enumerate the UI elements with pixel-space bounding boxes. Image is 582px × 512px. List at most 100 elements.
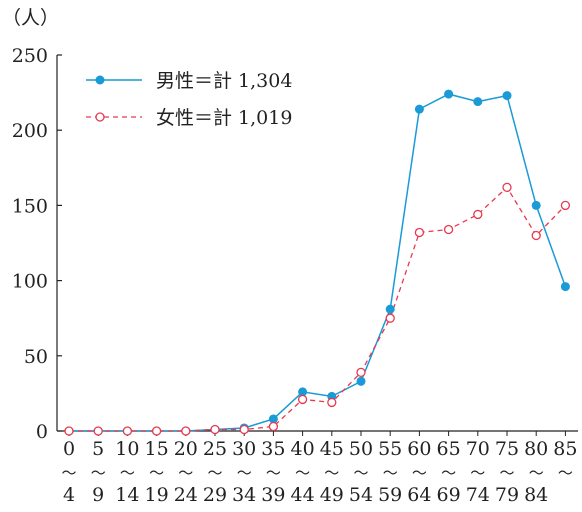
x-tick-label: 29 xyxy=(203,484,227,506)
x-tick-label: 14 xyxy=(115,484,139,506)
x-tick-separator: 〜 xyxy=(470,464,485,482)
series-line-female xyxy=(69,186,566,432)
data-point-male xyxy=(502,91,512,101)
x-tick-label: 79 xyxy=(495,484,519,506)
series-line-male xyxy=(69,93,567,432)
y-tick-label: 0 xyxy=(36,421,48,443)
data-point-female xyxy=(414,227,425,238)
data-point-female xyxy=(297,394,308,405)
x-tick-label: 15 xyxy=(145,438,169,460)
x-tick-label: 65 xyxy=(437,438,461,460)
data-point-female xyxy=(268,421,279,432)
x-tick-label: 20 xyxy=(174,438,198,460)
data-point-female xyxy=(443,224,454,235)
y-tick-label: 150 xyxy=(12,195,48,217)
x-tick-separator: 〜 xyxy=(383,464,398,482)
data-point-female xyxy=(356,367,366,377)
x-tick-separator: 〜 xyxy=(61,464,76,482)
x-tick-label: 50 xyxy=(349,438,373,460)
x-tick-label: 19 xyxy=(145,484,169,506)
data-point-female xyxy=(151,426,162,436)
legend-male-marker xyxy=(95,75,105,85)
x-tick-label: 49 xyxy=(320,484,344,506)
x-tick-label: 0 xyxy=(63,438,75,460)
data-point-female xyxy=(239,424,249,435)
x-tick-label: 35 xyxy=(261,438,285,460)
x-tick-label: 60 xyxy=(407,438,431,460)
x-tick-label: 54 xyxy=(349,484,373,506)
x-tick-separator: 〜 xyxy=(149,464,164,482)
x-tick-label: 10 xyxy=(115,438,139,460)
legend-male-label: 男性＝計 1,304 xyxy=(156,70,292,92)
x-tick-label: 80 xyxy=(524,438,548,460)
data-point-female xyxy=(327,397,337,408)
data-point-female xyxy=(531,230,541,241)
x-tick-label: 85 xyxy=(553,438,577,460)
x-tick-separator: 〜 xyxy=(353,464,368,482)
x-tick-label: 84 xyxy=(524,484,548,506)
y-tick-label: 50 xyxy=(24,346,48,368)
data-point-male xyxy=(298,387,308,397)
legend-entry-male: 男性＝計 1,304 xyxy=(86,70,292,92)
data-point-female xyxy=(385,313,395,323)
x-tick-separator: 〜 xyxy=(441,464,456,482)
data-point-male xyxy=(356,376,366,386)
x-tick-separator: 〜 xyxy=(558,464,573,482)
legend: 男性＝計 1,304 女性＝計 1,019 xyxy=(86,70,292,129)
data-point-female xyxy=(122,426,133,436)
x-tick-separator: 〜 xyxy=(324,464,339,482)
x-ticks: 0〜45〜910〜1415〜1920〜2425〜2930〜3435〜3940〜4… xyxy=(61,431,577,506)
data-point-male xyxy=(414,104,424,114)
x-tick-label: 55 xyxy=(378,438,402,460)
x-tick-label: 64 xyxy=(407,484,431,506)
data-point-female xyxy=(560,200,571,211)
y-tick-label: 250 xyxy=(12,45,48,67)
x-tick-separator: 〜 xyxy=(237,464,252,482)
x-tick-separator: 〜 xyxy=(412,464,427,482)
x-tick-separator: 〜 xyxy=(207,464,222,482)
x-tick-label: 25 xyxy=(203,438,227,460)
data-point-male xyxy=(385,304,395,314)
y-tick-label: 100 xyxy=(12,271,48,293)
data-point-female xyxy=(210,424,220,435)
x-tick-separator: 〜 xyxy=(499,464,514,482)
y-ticks: 0 50 100 150 200 250 xyxy=(12,45,62,443)
x-tick-label: 34 xyxy=(232,484,256,506)
data-point-female xyxy=(473,209,483,220)
x-tick-separator: 〜 xyxy=(529,464,544,482)
x-tick-label: 4 xyxy=(63,484,75,506)
x-tick-label: 9 xyxy=(92,484,104,506)
x-tick-label: 24 xyxy=(174,484,198,506)
data-point-male xyxy=(268,414,278,424)
y-tick-label: 200 xyxy=(12,120,48,142)
x-tick-separator: 〜 xyxy=(120,464,135,482)
data-point-female xyxy=(93,426,103,436)
series-layer xyxy=(64,89,571,436)
data-point-female xyxy=(502,182,512,193)
data-point-male xyxy=(444,89,454,99)
x-tick-separator: 〜 xyxy=(295,464,310,482)
data-point-male xyxy=(473,97,483,107)
data-point-female xyxy=(181,426,191,436)
legend-entry-female: 女性＝計 1,019 xyxy=(86,107,292,129)
x-tick-label: 30 xyxy=(232,438,256,460)
x-tick-separator: 〜 xyxy=(178,464,193,482)
x-tick-label: 70 xyxy=(466,438,490,460)
x-tick-label: 75 xyxy=(495,438,519,460)
data-point-female xyxy=(64,426,74,436)
x-tick-label: 69 xyxy=(437,484,461,506)
x-tick-label: 44 xyxy=(291,484,315,506)
legend-female-label: 女性＝計 1,019 xyxy=(156,107,292,129)
x-tick-label: 40 xyxy=(291,438,315,460)
axes xyxy=(56,55,578,432)
legend-female-marker xyxy=(95,112,105,122)
x-tick-separator: 〜 xyxy=(91,464,106,482)
x-tick-label: 59 xyxy=(378,484,402,506)
data-point-male xyxy=(560,282,570,292)
x-tick-separator: 〜 xyxy=(266,464,281,482)
y-axis-unit-label: （人） xyxy=(2,7,59,29)
x-tick-label: 45 xyxy=(320,438,344,460)
x-tick-label: 39 xyxy=(261,484,285,506)
x-tick-label: 5 xyxy=(92,438,104,460)
